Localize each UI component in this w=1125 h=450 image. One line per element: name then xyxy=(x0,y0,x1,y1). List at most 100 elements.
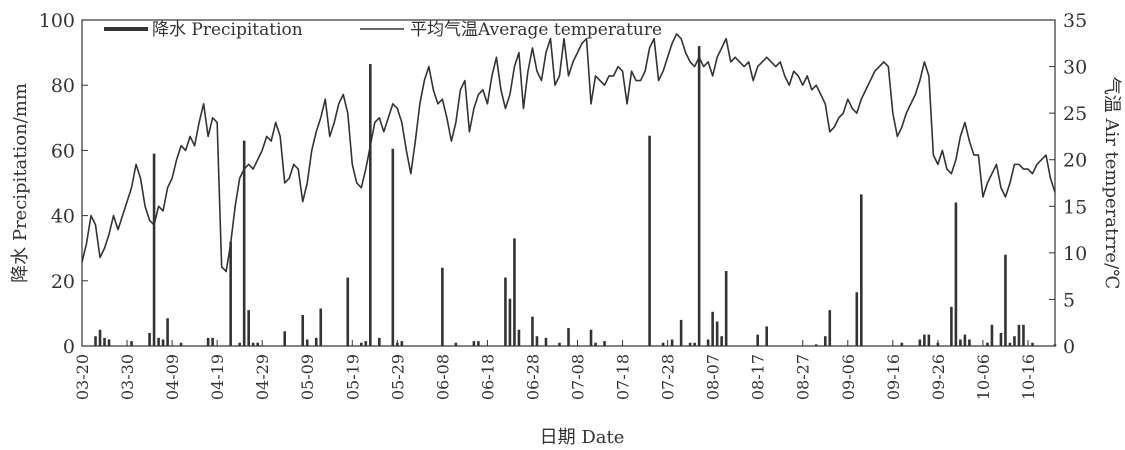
precipitation-bar xyxy=(648,135,651,346)
precipitation-bar xyxy=(364,341,368,346)
right-y-tick-label: 15 xyxy=(1063,196,1087,218)
precipitation-bar xyxy=(1022,324,1025,346)
precipitation-bar xyxy=(238,342,241,346)
precipitation-bar xyxy=(130,341,133,346)
precipitation-bar xyxy=(711,311,714,346)
x-tick-label: 04-09 xyxy=(163,354,182,400)
legend: 降水 Precipitation 平均气温Average temperature xyxy=(104,20,662,40)
x-tick-label: 08-17 xyxy=(749,354,768,400)
legend-precipitation-swatch xyxy=(104,27,148,31)
x-tick-label: 07-28 xyxy=(659,354,678,400)
precipitation-bar xyxy=(301,315,305,346)
precipitation-bar xyxy=(378,337,381,346)
precipitation-bar xyxy=(161,339,165,346)
right-y-tick-label: 10 xyxy=(1063,243,1087,265)
precipitation-bar xyxy=(148,332,151,346)
precipitation-bar xyxy=(1017,324,1021,346)
precipitation-bar xyxy=(968,339,971,346)
precipitation-bar xyxy=(693,342,696,346)
x-tick-label: 05-09 xyxy=(298,354,317,400)
left-y-axis: 0 20 40 60 80 100 xyxy=(39,10,88,358)
right-y-tick-label: 5 xyxy=(1063,289,1075,311)
left-y-tick-label: 0 xyxy=(63,336,75,358)
precipitation-bar xyxy=(247,310,250,346)
left-y-tick-label: 60 xyxy=(51,140,75,162)
precipitation-bar xyxy=(517,329,521,346)
precipitation-bar xyxy=(103,337,106,346)
precipitation-bar xyxy=(715,321,719,346)
x-tick-label: 09-06 xyxy=(839,354,858,400)
precipitation-bar xyxy=(1013,336,1016,346)
x-axis-title: 日期 Date xyxy=(540,427,625,448)
precipitation-bar xyxy=(441,267,444,346)
legend-precipitation-label: 降水 Precipitation xyxy=(152,20,303,40)
precipitation-bar xyxy=(504,277,507,346)
precipitation-bar xyxy=(314,337,318,346)
x-tick-label: 03-20 xyxy=(73,354,92,400)
precipitation-bar xyxy=(1031,342,1034,346)
precipitation-bar xyxy=(918,339,922,346)
right-y-tick-label: 0 xyxy=(1063,336,1075,358)
left-y-tick-label: 40 xyxy=(51,206,75,228)
precipitation-bar xyxy=(860,194,863,346)
precipitation-bar xyxy=(963,334,967,346)
precipitation-bar xyxy=(166,318,169,346)
precipitation-bars xyxy=(94,46,1057,346)
x-tick-label: 05-29 xyxy=(388,354,407,400)
x-tick-label: 04-19 xyxy=(208,354,227,400)
left-y-tick-label: 20 xyxy=(51,271,75,293)
precipitation-bar xyxy=(661,342,665,346)
x-tick-label: 04-29 xyxy=(253,354,272,400)
left-y-tick-label: 80 xyxy=(51,75,75,97)
right-y-tick-label: 30 xyxy=(1063,57,1087,79)
x-tick-label: 08-07 xyxy=(704,354,723,400)
x-tick-label: 03-30 xyxy=(118,354,137,400)
precipitation-bar xyxy=(369,64,372,346)
precipitation-bar xyxy=(94,336,97,346)
x-tick-label: 10-06 xyxy=(974,354,993,400)
precipitation-bar xyxy=(107,339,111,346)
right-y-axis-title: 气温 Air temperatrre/℃ xyxy=(1101,77,1122,290)
precipitation-bar xyxy=(454,342,458,346)
precipitation-bar xyxy=(697,46,701,346)
precipitation-bar xyxy=(531,316,534,346)
right-y-tick-label: 35 xyxy=(1063,10,1087,32)
x-tick-label: 06-28 xyxy=(523,354,542,400)
precipitation-bar xyxy=(679,319,683,346)
precipitation-bar xyxy=(724,271,728,346)
precipitation-bar xyxy=(954,202,958,346)
right-y-axis: 0 5 10 15 20 25 30 35 xyxy=(1049,10,1087,358)
precipitation-bar xyxy=(900,342,904,346)
precipitation-bar xyxy=(346,277,350,346)
precipitation-bar xyxy=(603,341,606,346)
temperature-line xyxy=(81,33,1056,273)
precipitation-bar xyxy=(765,326,768,346)
precipitation-bar xyxy=(589,329,593,346)
x-tick-label: 08-27 xyxy=(794,354,813,400)
left-y-axis-title: 降水 Precipitation/mm xyxy=(10,83,31,283)
precipitation-bar xyxy=(959,339,962,346)
precipitation-bar xyxy=(986,342,989,346)
x-tick-label: 06-08 xyxy=(433,354,452,400)
precipitation-bar xyxy=(513,238,516,346)
precipitation-bar xyxy=(472,341,476,346)
precipitation-bar xyxy=(242,140,246,346)
precipitation-bar xyxy=(508,298,512,346)
precipitation-bar xyxy=(823,336,827,346)
precipitation-bar xyxy=(206,337,210,346)
precipitation-bar xyxy=(814,344,818,346)
right-y-tick-label: 20 xyxy=(1063,150,1087,172)
x-axis: 03-20 03-30 04-09 04-19 04-29 05-09 05-19 05-29… xyxy=(73,340,1038,400)
precipitation-bar xyxy=(152,153,156,346)
x-tick-label: 05-19 xyxy=(343,354,362,400)
precipitation-bar xyxy=(950,306,953,346)
precipitation-bar xyxy=(567,328,570,346)
precipitation-bar xyxy=(927,334,931,346)
precipitation-bar xyxy=(251,342,255,346)
precipitation-bar xyxy=(229,241,232,346)
temperature-line-group xyxy=(81,33,1056,273)
precipitation-bar xyxy=(706,339,710,346)
precipitation-bar xyxy=(990,324,994,346)
x-tick-label: 10-16 xyxy=(1019,354,1038,400)
